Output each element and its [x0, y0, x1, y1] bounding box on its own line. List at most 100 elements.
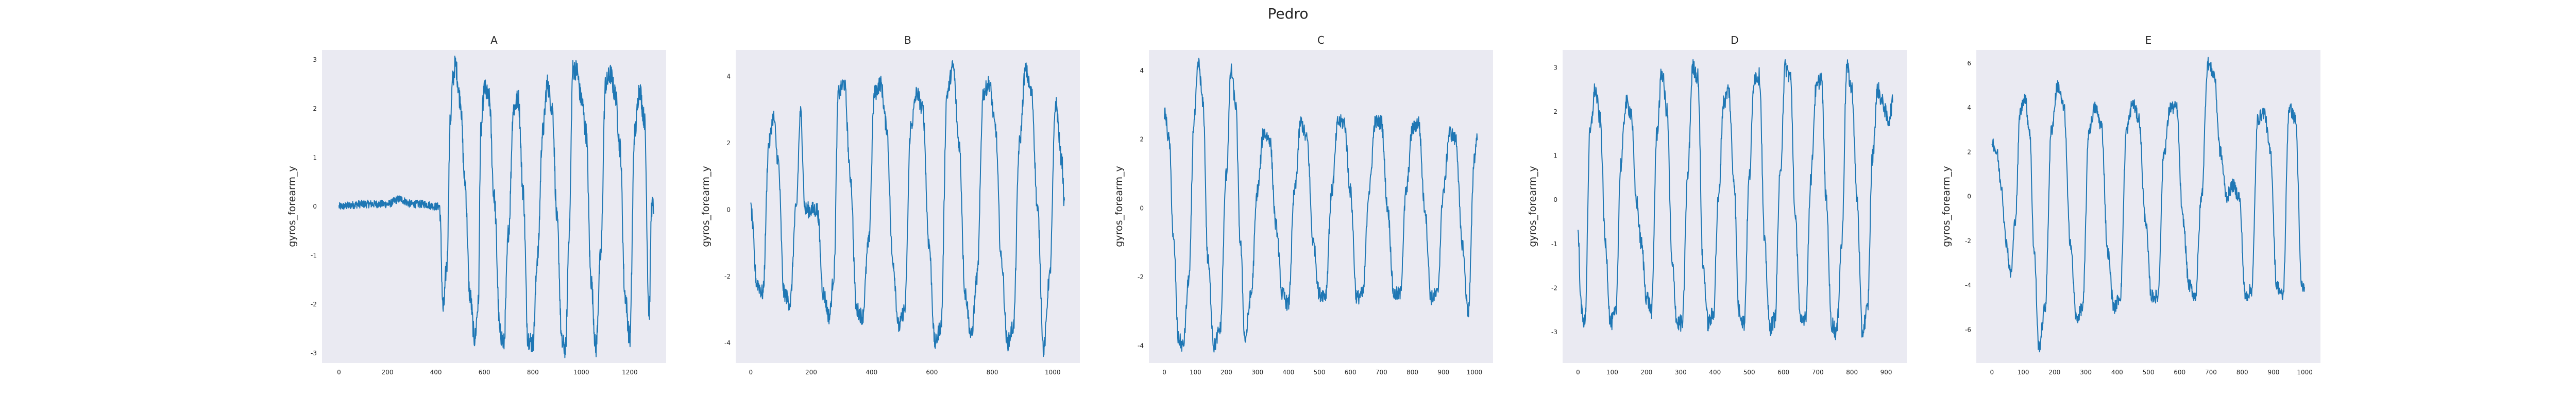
x-tick-label: 400 — [866, 369, 877, 376]
x-tick-label: 600 — [926, 369, 938, 376]
subplot-title: D — [1731, 34, 1738, 46]
y-tick-label: -3 — [1551, 329, 1557, 336]
series-line — [1577, 59, 1893, 340]
x-tick-label: 300 — [2080, 369, 2092, 376]
x-tick-label: 500 — [2143, 369, 2155, 376]
y-tick-label: 2 — [726, 140, 731, 147]
x-tick-label: 600 — [1777, 369, 1789, 376]
x-tick-label: 0 — [1990, 369, 1994, 376]
x-tick-label: 900 — [1437, 369, 1449, 376]
y-tick-label: -6 — [1965, 326, 1971, 333]
x-tick-label: 200 — [2048, 369, 2060, 376]
y-tick-label: 0 — [726, 206, 731, 213]
x-tick-label: 800 — [1406, 369, 1418, 376]
y-axis-label: gyros_forearm_y — [286, 166, 298, 247]
x-tick-label: 100 — [2018, 369, 2029, 376]
x-tick-label: 300 — [1675, 369, 1687, 376]
y-tick-label: -3 — [311, 350, 317, 357]
y-tick-label: -4 — [724, 339, 731, 347]
x-tick-label: 200 — [382, 369, 394, 376]
y-tick-label: 3 — [313, 56, 317, 63]
subplot-title: B — [904, 34, 911, 46]
series-line — [750, 60, 1065, 357]
x-tick-label: 1000 — [1045, 369, 1061, 376]
subplot-title: A — [490, 34, 498, 46]
y-tick-label: -2 — [311, 301, 317, 308]
x-tick-label: 1000 — [2297, 369, 2313, 376]
y-tick-label: 1 — [1553, 152, 1557, 160]
x-tick-label: 400 — [1282, 369, 1294, 376]
x-tick-label: 900 — [2267, 369, 2279, 376]
subplot-title: C — [1317, 34, 1325, 46]
y-tick-label: 6 — [1967, 60, 1971, 67]
y-tick-label: 0 — [1967, 193, 1971, 200]
x-tick-label: 600 — [479, 369, 490, 376]
y-tick-label: 0 — [313, 203, 317, 210]
x-tick-label: 1000 — [1467, 369, 1483, 376]
x-tick-label: 700 — [1812, 369, 1824, 376]
y-tick-label: -1 — [311, 252, 317, 259]
x-tick-label: 600 — [1345, 369, 1357, 376]
y-axis-label: gyros_forearm_y — [1527, 166, 1538, 247]
y-tick-label: -2 — [724, 273, 731, 280]
x-tick-label: 500 — [1743, 369, 1755, 376]
x-tick-label: 300 — [1251, 369, 1263, 376]
x-tick-label: 800 — [2236, 369, 2248, 376]
y-axis-label: gyros_forearm_y — [700, 166, 711, 247]
y-tick-label: 2 — [1967, 148, 1971, 156]
series-line — [1164, 58, 1478, 353]
y-axis-label: gyros_forearm_y — [1941, 166, 1952, 247]
x-tick-label: 1200 — [622, 369, 638, 376]
x-tick-label: 0 — [749, 369, 753, 376]
y-tick-label: 4 — [726, 73, 731, 80]
y-tick-label: -1 — [1551, 240, 1557, 248]
series-line — [1991, 57, 2305, 353]
x-tick-label: 200 — [805, 369, 817, 376]
y-tick-label: 2 — [1553, 108, 1557, 115]
x-tick-label: 800 — [1846, 369, 1858, 376]
y-axis-label: gyros_forearm_y — [1113, 166, 1125, 247]
x-tick-label: 400 — [1709, 369, 1721, 376]
y-tick-label: 3 — [1553, 64, 1557, 71]
y-tick-label: -2 — [1965, 237, 1971, 245]
y-tick-label: 4 — [1140, 67, 1144, 74]
x-tick-label: 200 — [1221, 369, 1232, 376]
x-tick-label: 800 — [987, 369, 998, 376]
x-tick-label: 500 — [1314, 369, 1326, 376]
x-tick-label: 900 — [1880, 369, 1892, 376]
y-tick-label: 0 — [1553, 196, 1557, 203]
x-tick-label: 400 — [2111, 369, 2123, 376]
y-tick-label: 4 — [1967, 104, 1971, 111]
plot-area — [1976, 50, 2320, 363]
y-tick-label: 1 — [313, 154, 317, 161]
x-tick-label: 800 — [527, 369, 539, 376]
x-tick-label: 400 — [430, 369, 442, 376]
plot-area — [1563, 50, 1907, 363]
y-tick-label: -2 — [1138, 273, 1144, 281]
y-tick-label: -4 — [1138, 342, 1144, 350]
x-tick-label: 0 — [337, 369, 341, 376]
y-tick-label: 2 — [313, 105, 317, 112]
x-tick-label: 700 — [2205, 369, 2217, 376]
x-tick-label: 700 — [1376, 369, 1387, 376]
figure-title: Pedro — [1267, 5, 1309, 22]
x-tick-label: 600 — [2174, 369, 2185, 376]
x-tick-label: 100 — [1190, 369, 1201, 376]
y-tick-label: -2 — [1551, 284, 1557, 291]
x-tick-label: 0 — [1162, 369, 1166, 376]
y-tick-label: -4 — [1965, 282, 1971, 289]
x-tick-label: 100 — [1606, 369, 1618, 376]
x-tick-label: 0 — [1576, 369, 1580, 376]
x-tick-label: 200 — [1640, 369, 1652, 376]
y-tick-label: 0 — [1140, 204, 1144, 212]
x-tick-label: 1000 — [573, 369, 589, 376]
series-line — [338, 56, 654, 358]
y-tick-label: 2 — [1140, 136, 1144, 143]
